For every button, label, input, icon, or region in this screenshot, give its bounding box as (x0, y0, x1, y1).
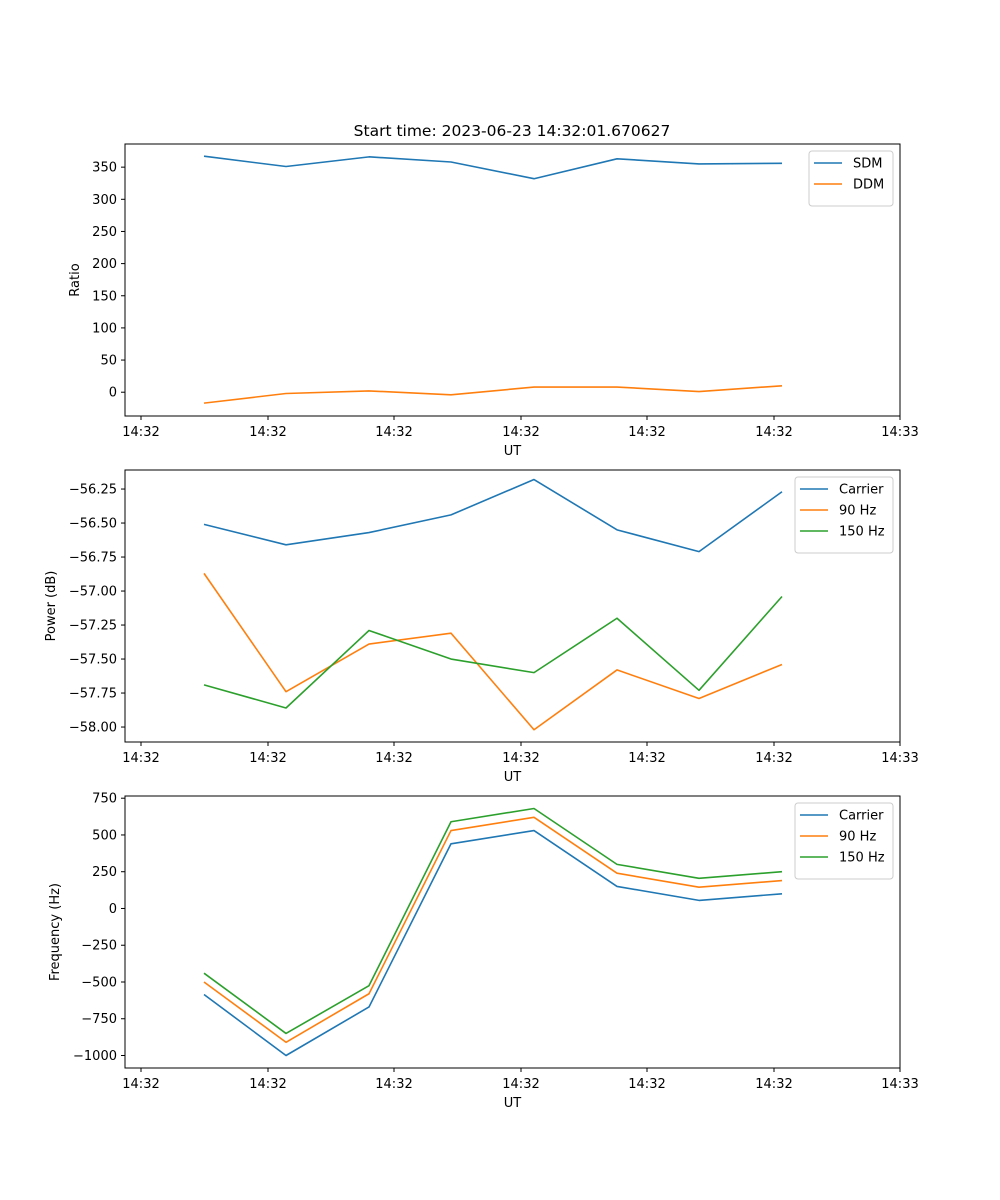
x-tick-label: 14:32 (122, 751, 159, 766)
x-tick-label: 14:33 (881, 425, 918, 440)
y-tick-label: −1000 (73, 1049, 117, 1064)
figure-title: Start time: 2023-06-23 14:32:01.670627 (354, 122, 671, 140)
series-line-90-hz (203, 572, 783, 731)
y-tick-label: −57.50 (69, 653, 117, 668)
y-tick-label: −56.25 (69, 483, 117, 498)
x-tick-label: 14:32 (502, 1077, 539, 1092)
y-tick-label: −56.50 (69, 517, 117, 532)
x-tick-label: 14:32 (502, 751, 539, 766)
y-tick-label: 50 (100, 354, 117, 369)
chart-panel-1: 14:3214:3214:3214:3214:3214:3214:3314:32… (68, 143, 919, 459)
legend-entry: 150 Hz (839, 851, 885, 866)
series-line-90-hz (203, 816, 783, 1044)
legend-entry: SDM (853, 157, 882, 172)
chart-panel-2: 14:3214:3214:3214:3214:3214:3214:3314:32… (44, 469, 919, 785)
chart-panel-3: 14:3214:3214:3214:3214:3214:3214:3314:32… (48, 792, 919, 1111)
legend-entry: DDM (853, 178, 884, 193)
legend-box (794, 802, 894, 880)
legend-entry: 90 Hz (839, 830, 876, 845)
x-tick-label: 14:32 (122, 425, 159, 440)
y-tick-label: 0 (109, 386, 117, 401)
series-line-carrier (203, 478, 783, 553)
legend-entry: 90 Hz (839, 504, 876, 519)
legend: Carrier 90 Hz 150 Hz (794, 476, 894, 554)
y-axis-label: Ratio (68, 263, 83, 296)
x-tick-label: 14:32 (502, 425, 539, 440)
series-line-150-hz (203, 807, 783, 1035)
legend-entry: 150 Hz (839, 525, 885, 540)
y-tick-label: 200 (92, 257, 117, 272)
series-line-150-hz (203, 595, 783, 709)
x-tick-label: 14:32 (249, 425, 286, 440)
series-line-sdm (203, 155, 783, 180)
y-tick-label: 750 (92, 792, 117, 807)
y-tick-label: −56.75 (69, 551, 117, 566)
x-tick-label: 14:33 (881, 751, 918, 766)
x-axis-label: UT (504, 770, 522, 785)
axes-frame (124, 795, 901, 1069)
y-tick-label: 250 (92, 865, 117, 880)
legend-box (808, 150, 894, 207)
axes-frame (124, 469, 901, 743)
chart-panels: 14:32 14:32 14:32 14:32 14:32 14:32 14:33 14:32… (44, 143, 919, 1111)
y-axis-label: Power (dB) (44, 571, 59, 642)
x-axis-label: UT (504, 444, 522, 459)
y-tick-label: 350 (92, 161, 117, 176)
y-tick-label: 250 (92, 225, 117, 240)
axes-frame (124, 143, 901, 417)
y-tick-label: 0 (109, 902, 117, 917)
y-tick-label: −250 (81, 939, 117, 954)
y-tick-label: 100 (92, 321, 117, 336)
y-tick-label: 150 (92, 289, 117, 304)
y-tick-label: 500 (92, 828, 117, 843)
x-tick-label: 14:32 (249, 1077, 286, 1092)
x-tick-label: 14:32 (628, 751, 665, 766)
x-tick-label: 14:32 (628, 425, 665, 440)
x-tick-label: 14:32 (755, 1077, 792, 1092)
y-tick-label: −500 (81, 975, 117, 990)
x-tick-label: 14:32 (755, 751, 792, 766)
y-tick-label: −58.00 (69, 721, 117, 736)
y-tick-label: −750 (81, 1012, 117, 1027)
y-tick-label: −57.00 (69, 585, 117, 600)
legend-entry: Carrier (839, 483, 884, 498)
legend: SDM DDM (808, 150, 894, 207)
x-tick-label: 14:32 (628, 1077, 665, 1092)
x-tick-label: 14:32 (249, 751, 286, 766)
x-axis-label: UT (504, 1096, 522, 1111)
legend-entry: Carrier (839, 809, 884, 824)
x-tick-label: 14:32 (755, 425, 792, 440)
x-tick-label: 14:32 (375, 425, 412, 440)
y-axis-label: Frequency (Hz) (48, 883, 63, 981)
x-tick-label: 14:32 (122, 1077, 159, 1092)
series-line-carrier (203, 829, 783, 1057)
y-tick-label: −57.25 (69, 619, 117, 634)
legend: Carrier 90 Hz 150 Hz (794, 802, 894, 880)
x-tick-label: 14:32 (375, 751, 412, 766)
legend-box (794, 476, 894, 554)
y-tick-label: −57.75 (69, 687, 117, 702)
x-tick-label: 14:32 (375, 1077, 412, 1092)
series-line-ddm (203, 384, 783, 404)
x-tick-label: 14:33 (881, 1077, 918, 1092)
y-tick-label: 300 (92, 193, 117, 208)
